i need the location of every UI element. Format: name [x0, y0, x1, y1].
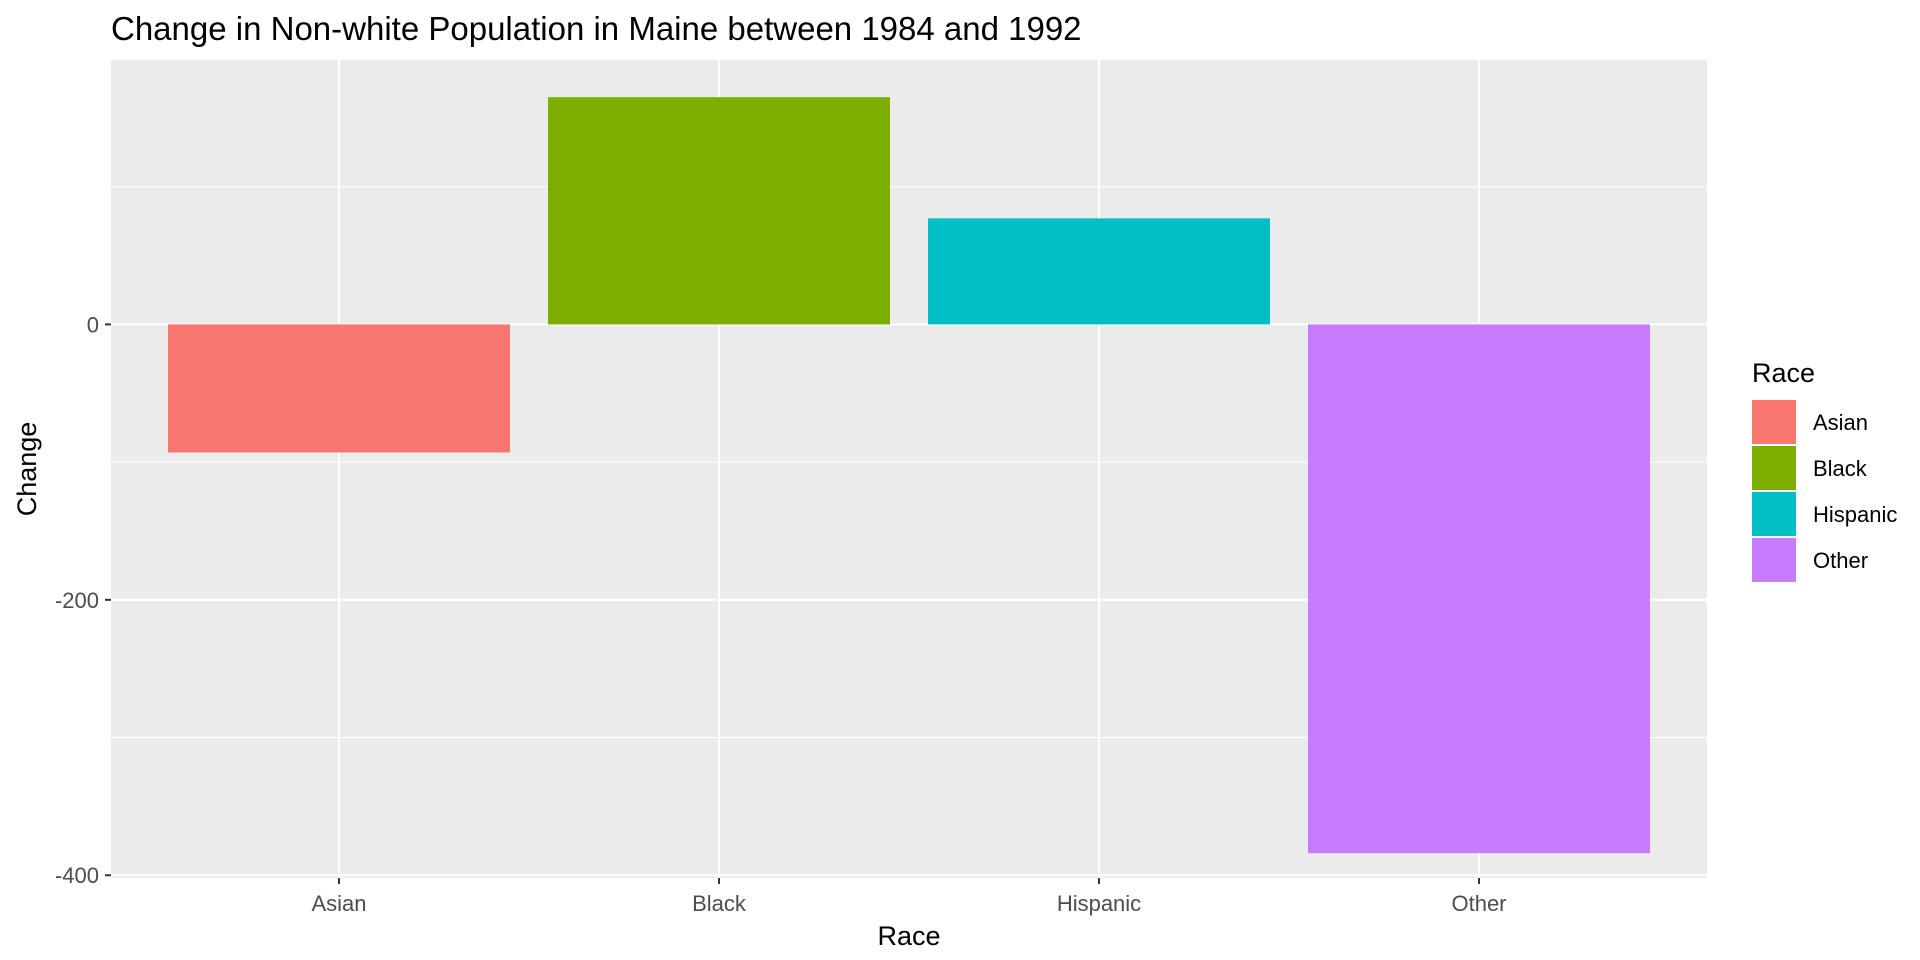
legend-key [1752, 492, 1796, 536]
bars [168, 97, 1650, 854]
y-tick-label: -200 [55, 588, 99, 613]
bar-asian [168, 324, 510, 453]
y-axis: 0 -200 -400 [55, 312, 111, 888]
x-tick-label: Other [1451, 891, 1506, 916]
x-tick-label: Hispanic [1057, 891, 1141, 916]
y-tick-label: 0 [87, 312, 99, 337]
y-axis-title: Change [12, 422, 42, 517]
x-axis: Asian Black Hispanic Other [311, 878, 1507, 916]
x-tick-label: Asian [311, 891, 366, 916]
legend-label: Hispanic [1813, 502, 1897, 527]
legend: Race Asian Black Hispanic Other [1752, 358, 1897, 582]
bar-hispanic [928, 218, 1270, 325]
legend-key [1752, 538, 1796, 582]
bar-black [548, 97, 890, 325]
y-tick-label: -400 [55, 863, 99, 888]
chart-title: Change in Non-white Population in Maine … [111, 10, 1082, 47]
legend-key [1752, 400, 1796, 444]
legend-label: Asian [1813, 410, 1868, 435]
legend-title: Race [1752, 358, 1815, 388]
legend-label: Black [1813, 456, 1868, 481]
bar-other [1308, 324, 1650, 854]
x-axis-title: Race [877, 921, 940, 951]
legend-label: Other [1813, 548, 1868, 573]
x-tick-label: Black [692, 891, 747, 916]
legend-key [1752, 446, 1796, 490]
